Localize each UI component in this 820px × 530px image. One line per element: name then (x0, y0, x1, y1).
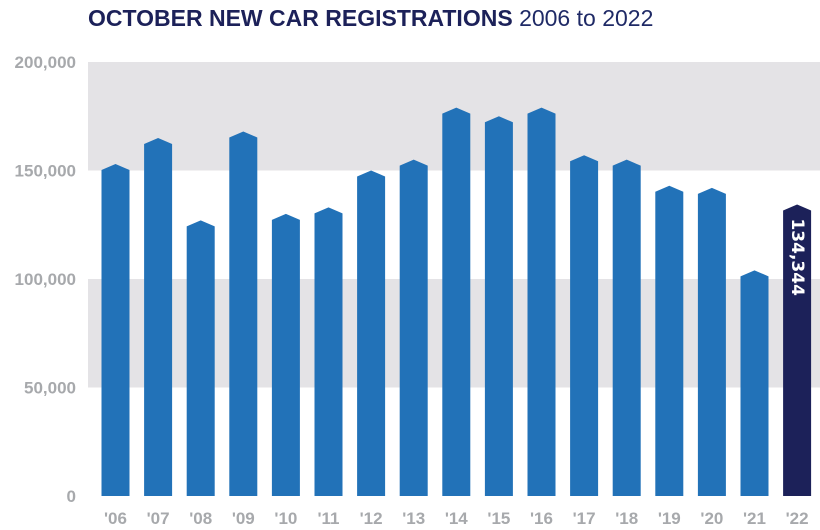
y-tick-label: 150,000 (15, 162, 76, 181)
bar-7 (399, 159, 428, 496)
bar-16 (783, 204, 812, 497)
y-tick-label: 0 (67, 487, 76, 506)
x-tick-label: '11 (317, 509, 339, 528)
x-tick-label: '21 (743, 509, 766, 528)
bars (101, 107, 812, 497)
bar-3 (229, 131, 258, 496)
chart-title: OCTOBER NEW CAR REGISTRATIONS 2006 to 20… (88, 5, 653, 32)
x-tick-label: '14 (445, 509, 468, 528)
bar-0 (101, 163, 130, 497)
bar-11 (570, 155, 599, 496)
bar-8 (442, 107, 471, 496)
bar-9 (484, 116, 513, 496)
bar-14 (697, 187, 726, 497)
data-label: 134,344 (787, 218, 807, 296)
x-tick-label: '15 (487, 509, 510, 528)
y-axis-ticks: 0 50,000 100,000 150,000 200,000 (15, 53, 76, 506)
x-tick-label: '10 (274, 509, 297, 528)
x-axis-ticks: '06 '07 '08 '09 '10 '11 '12 '13 '14 '15 '16 '17 '18 '… (104, 509, 809, 528)
x-tick-label: '20 (700, 509, 723, 528)
x-tick-label: '22 (786, 509, 809, 528)
x-tick-label: '13 (402, 509, 425, 528)
bar-10 (527, 107, 556, 496)
bar-4 (271, 213, 300, 496)
bar-12 (612, 159, 641, 496)
y-tick-label: 100,000 (15, 270, 76, 289)
bar-5 (314, 207, 343, 496)
x-tick-label: '07 (147, 509, 170, 528)
bar-1 (144, 137, 173, 496)
x-tick-label: '18 (615, 509, 638, 528)
chart-title-main: OCTOBER NEW CAR REGISTRATIONS (88, 5, 513, 31)
chart-title-range: 2006 to 2022 (519, 5, 654, 31)
bar-15 (740, 270, 769, 496)
x-tick-label: '08 (189, 509, 212, 528)
y-tick-label: 200,000 (15, 53, 76, 72)
x-tick-label: '09 (232, 509, 255, 528)
bar-2 (186, 220, 215, 496)
x-tick-label: '17 (573, 509, 596, 528)
bar-6 (357, 170, 386, 496)
x-tick-label: '19 (658, 509, 681, 528)
x-tick-label: '12 (360, 509, 383, 528)
x-tick-label: '06 (104, 509, 127, 528)
y-tick-label: 50,000 (24, 379, 76, 398)
bar-13 (655, 185, 684, 496)
data-labels: 134,344 (787, 218, 807, 296)
x-tick-label: '16 (530, 509, 553, 528)
